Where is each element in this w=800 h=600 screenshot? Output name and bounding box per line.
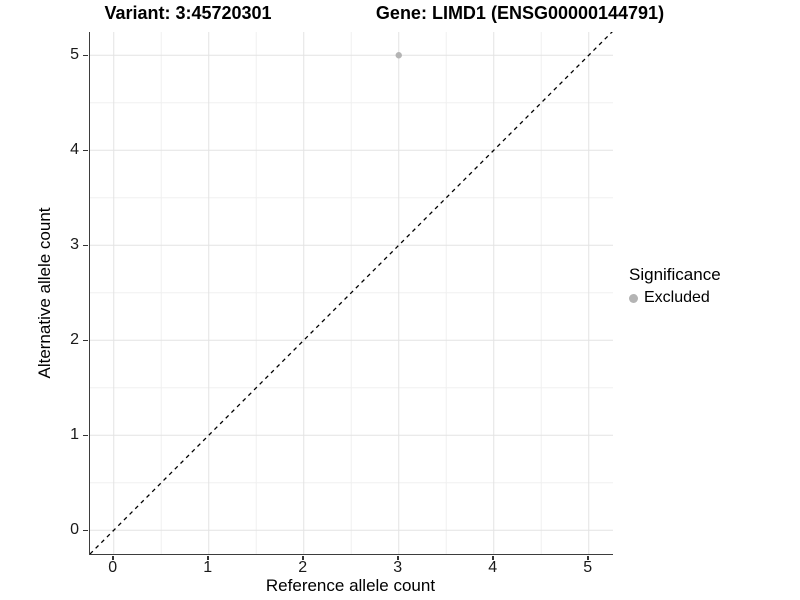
- x-axis-title: Reference allele count: [265, 576, 436, 595]
- y-tick-mark: [83, 244, 88, 246]
- x-tick-label: 1: [203, 559, 213, 576]
- x-tick-label: 0: [108, 559, 118, 576]
- plot-title-gene: Gene: LIMD1 (ENSG00000144791): [375, 3, 665, 23]
- data-point: [395, 52, 402, 59]
- y-tick-mark: [83, 434, 88, 436]
- y-tick-label: 5: [70, 46, 79, 64]
- y-tick-mark: [83, 339, 88, 341]
- x-tick-mark: [587, 555, 589, 560]
- y-tick-label: 3: [70, 236, 79, 254]
- legend-key-dot-icon: [629, 293, 638, 303]
- y-axis-title: Alternative allele count: [35, 207, 54, 379]
- x-tick-mark: [207, 555, 209, 560]
- y-tick-mark: [83, 149, 88, 151]
- x-tick-mark: [397, 555, 399, 560]
- plot-title-variant: Variant: 3:45720301: [104, 3, 272, 23]
- x-tick-mark: [302, 555, 304, 560]
- legend-item-excluded: Excluded: [629, 289, 721, 307]
- x-tick-label: 3: [393, 559, 403, 576]
- x-tick-label: 4: [488, 559, 498, 576]
- y-tick-label: 0: [70, 521, 79, 539]
- legend: Significance Excluded: [629, 265, 721, 307]
- plot-canvas: [90, 32, 613, 554]
- plot-panel: [89, 32, 613, 555]
- identity-reference-line: [90, 32, 613, 554]
- x-tick-mark: [492, 555, 494, 560]
- legend-item-label: Excluded: [644, 289, 710, 306]
- y-tick-mark: [83, 529, 88, 531]
- x-tick-mark: [112, 555, 114, 560]
- y-tick-mark: [83, 54, 88, 56]
- x-tick-label: 5: [583, 559, 593, 576]
- y-tick-label: 2: [70, 331, 79, 349]
- x-tick-label: 2: [298, 559, 308, 576]
- y-tick-label: 1: [70, 426, 79, 444]
- legend-title: Significance: [629, 265, 721, 284]
- y-tick-label: 4: [70, 141, 79, 159]
